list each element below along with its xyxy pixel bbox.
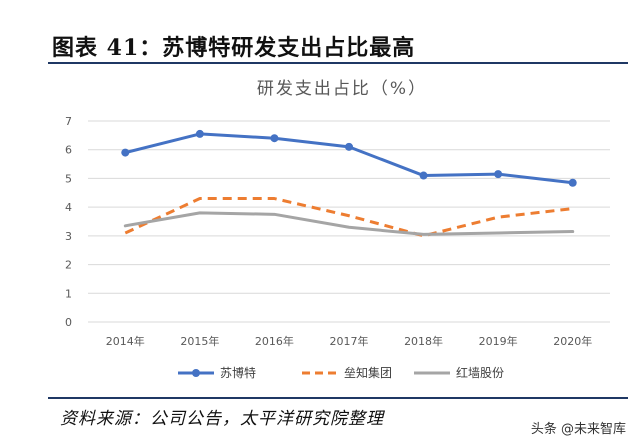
data-point — [419, 171, 428, 180]
x-tick-label: 2018年 — [404, 334, 443, 348]
x-tick-label: 2016年 — [255, 334, 294, 348]
top-rule — [48, 62, 628, 64]
data-point — [345, 142, 353, 151]
y-tick-label: 1 — [65, 287, 72, 300]
data-point — [121, 148, 130, 157]
legend-marker — [192, 369, 200, 377]
watermark: 头条 @未来智库 — [530, 422, 626, 437]
y-tick-label: 4 — [65, 201, 72, 214]
bottom-rule — [48, 397, 628, 399]
data-point — [568, 178, 577, 187]
data-point — [494, 170, 503, 179]
chart-title: 研发支出占比（%） — [257, 79, 427, 99]
x-tick-label: 2020年 — [553, 334, 592, 348]
y-tick-label: 2 — [65, 259, 72, 272]
legend-label: 垒知集团 — [344, 365, 392, 380]
chart-grid — [88, 120, 610, 323]
y-tick-label: 5 — [65, 172, 72, 185]
x-tick-label: 2019年 — [479, 334, 518, 348]
x-axis: 2014年 2015年 2016年 2017年 2018年 2019年 2020年 — [106, 334, 592, 348]
legend-label: 苏博特 — [220, 365, 256, 380]
legend-label: 红墙股份 — [456, 365, 504, 380]
series-group — [121, 129, 577, 238]
source-note: 资料来源：公司公告，太平洋研究院整理 — [60, 409, 384, 429]
x-tick-label: 2015年 — [180, 334, 219, 348]
data-point — [270, 134, 279, 143]
legend: 苏博特 垒知集团 红墙股份 — [178, 365, 504, 380]
y-axis: 0 1 2 3 4 5 6 7 — [65, 115, 72, 329]
data-point — [195, 129, 204, 138]
y-tick-label: 7 — [65, 115, 72, 128]
x-tick-label: 2014年 — [106, 334, 145, 348]
x-tick-label: 2017年 — [330, 334, 369, 348]
figure-title: 图表 41：苏博特研发支出占比最高 — [52, 35, 416, 61]
series-line — [123, 132, 575, 185]
series-line — [124, 197, 573, 238]
y-tick-label: 0 — [65, 316, 72, 329]
y-tick-label: 3 — [65, 230, 72, 243]
series-line — [123, 211, 575, 236]
y-tick-label: 6 — [65, 144, 72, 157]
